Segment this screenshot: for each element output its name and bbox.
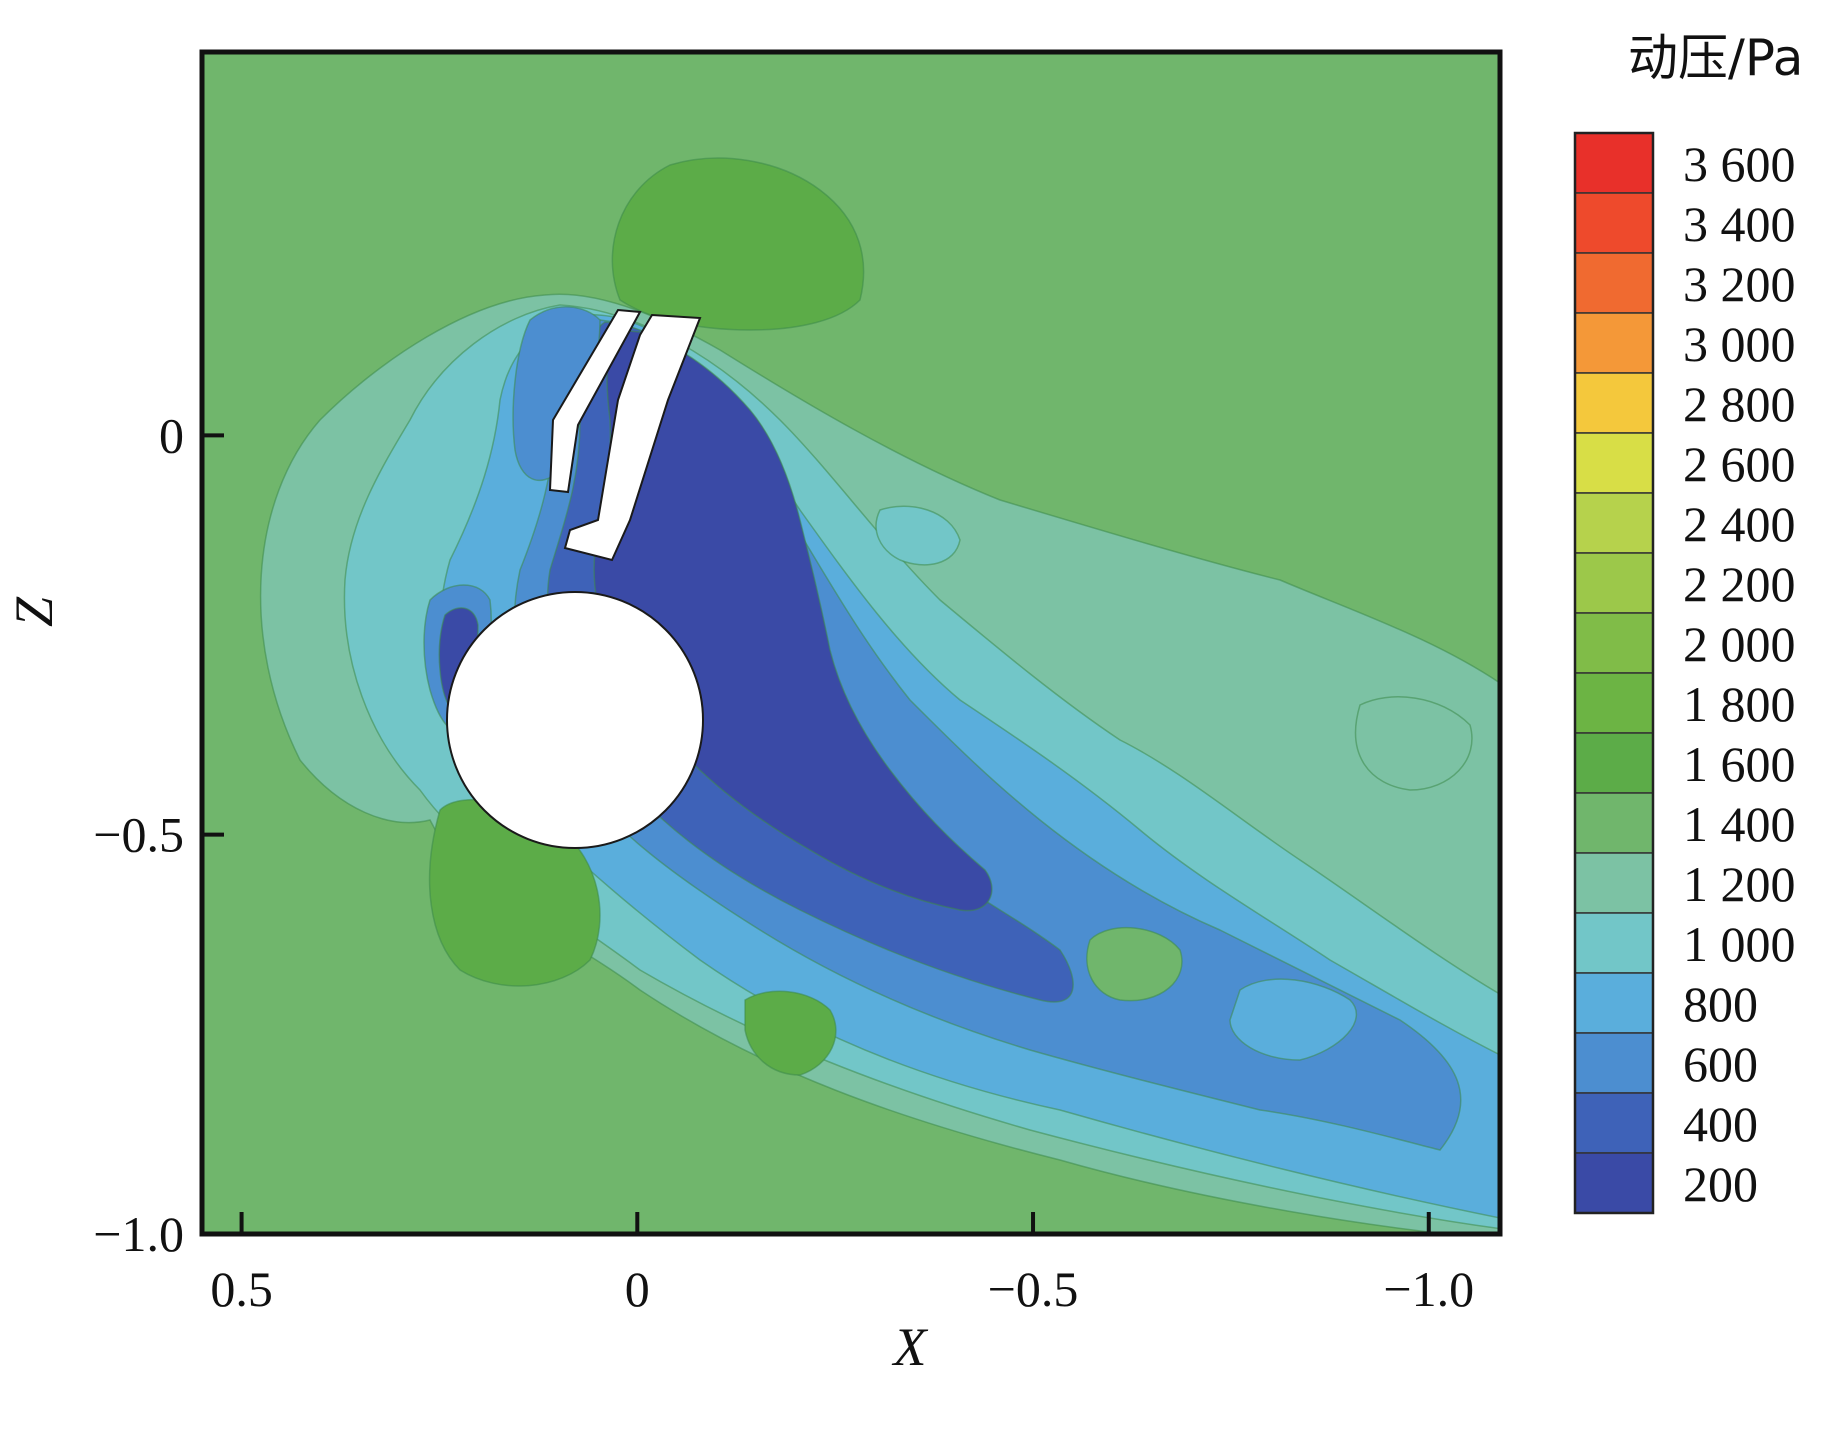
colorbar-label: 400 bbox=[1683, 1096, 1758, 1152]
colorbar-label: 800 bbox=[1683, 976, 1758, 1032]
contour-cell bbox=[1354, 696, 1473, 791]
colorbar-label: 2 800 bbox=[1683, 376, 1796, 432]
bracket-body bbox=[548, 308, 642, 494]
colorbar-title: 动压/Pa bbox=[1628, 29, 1803, 87]
colorbar-label: 2 600 bbox=[1683, 436, 1796, 492]
colorbar-swatch bbox=[1574, 612, 1654, 674]
colorbar-label: 1 200 bbox=[1683, 856, 1796, 912]
y-tick-label: −0.5 bbox=[93, 807, 184, 863]
colorbar-swatch bbox=[1574, 672, 1654, 734]
x-tick-label: 0 bbox=[625, 1261, 650, 1317]
colorbar-label: 1 600 bbox=[1683, 736, 1796, 792]
colorbar-label: 3 400 bbox=[1683, 196, 1796, 252]
colorbar-swatch bbox=[1574, 132, 1654, 194]
colorbar-swatch bbox=[1574, 312, 1654, 374]
contour-cell bbox=[1229, 978, 1357, 1061]
y-tick-label: −1.0 bbox=[93, 1206, 184, 1262]
colorbar-label: 600 bbox=[1683, 1036, 1758, 1092]
colorbar-swatch bbox=[1574, 252, 1654, 314]
colorbar-label: 1 400 bbox=[1683, 796, 1796, 852]
colorbar-swatch bbox=[1574, 432, 1654, 494]
contour-cell bbox=[1086, 927, 1183, 1002]
x-axis: 0.5 0 −0.5 −1.0 bbox=[210, 1212, 1474, 1317]
y-axis: 0 −0.5 −1.0 bbox=[93, 407, 224, 1262]
colorbar-label: 2 000 bbox=[1683, 616, 1796, 672]
colorbar-swatch bbox=[1574, 1032, 1654, 1094]
colorbar-label: 3 600 bbox=[1683, 136, 1796, 192]
colorbar-label: 3 200 bbox=[1683, 256, 1796, 312]
colorbar-swatch bbox=[1574, 912, 1654, 974]
colorbar-label: 3 000 bbox=[1683, 316, 1796, 372]
colorbar-label: 1 800 bbox=[1683, 676, 1796, 732]
colorbar-frame bbox=[1573, 131, 1655, 1215]
colorbar-swatch bbox=[1574, 1152, 1654, 1214]
contour-cell bbox=[875, 505, 961, 566]
colorbar-swatch bbox=[1574, 792, 1654, 854]
x-tick-label: 0.5 bbox=[210, 1261, 273, 1317]
colorbar-label: 2 400 bbox=[1683, 496, 1796, 552]
plot-frame bbox=[199, 49, 1503, 1237]
colorbar-swatch bbox=[1574, 852, 1654, 914]
colorbar-label: 2 200 bbox=[1683, 556, 1796, 612]
contour-1600 bbox=[744, 990, 837, 1076]
colorbar-swatch bbox=[1574, 552, 1654, 614]
colorbar-label: 200 bbox=[1683, 1156, 1758, 1212]
cylinder-body bbox=[446, 591, 704, 849]
bracket-body bbox=[563, 313, 702, 562]
colorbar-swatch bbox=[1574, 492, 1654, 554]
x-tick-label: −1.0 bbox=[1383, 1261, 1474, 1317]
colorbar-swatch bbox=[1574, 372, 1654, 434]
colorbar-swatch bbox=[1574, 972, 1654, 1034]
x-axis-label: X bbox=[892, 1317, 929, 1377]
colorbar-swatch bbox=[1574, 1092, 1654, 1154]
y-tick-label: 0 bbox=[159, 407, 184, 463]
x-tick-label: −0.5 bbox=[988, 1261, 1079, 1317]
colorbar-swatch bbox=[1574, 732, 1654, 794]
contour-field bbox=[202, 52, 1500, 1234]
colorbar-swatch bbox=[1574, 192, 1654, 254]
y-axis-label: Z bbox=[4, 596, 64, 627]
colorbar-label: 1 000 bbox=[1683, 916, 1796, 972]
contour-1600 bbox=[611, 157, 865, 331]
